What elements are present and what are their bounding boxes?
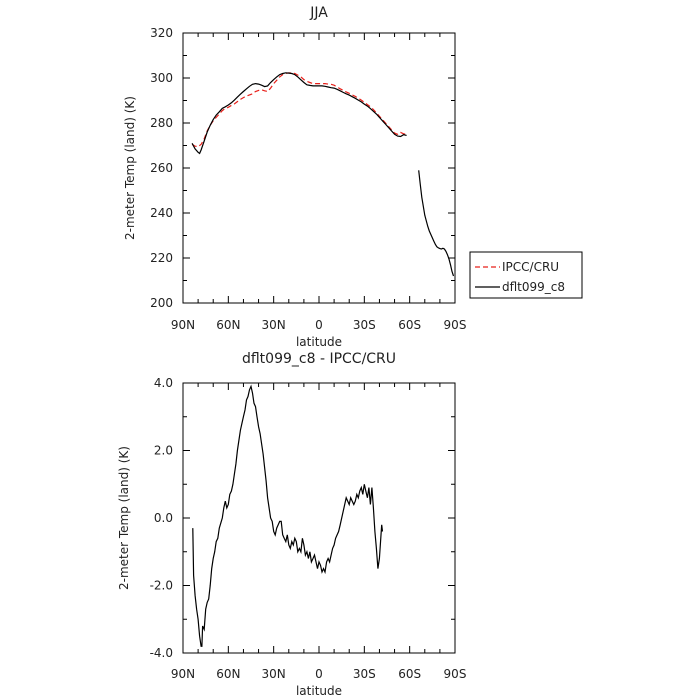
panel-top: JJA 90N 60N 30N 0 30S 60S 90S 200 220 240 260 280 300… — [123, 5, 466, 349]
x-tick-label: 60N — [216, 318, 240, 332]
x-axis-label: latitude — [296, 335, 342, 349]
plot-frame — [182, 32, 456, 304]
series-line-difference — [192, 384, 384, 647]
x-tick-label: 0 — [315, 667, 323, 681]
y-tick-label: -2.0 — [150, 579, 173, 593]
y-tick-label: 4.0 — [154, 376, 173, 390]
y-axis-label: 2-meter Temp (land) (K) — [117, 446, 131, 590]
y-tick-label: 220 — [150, 251, 173, 265]
x-tick-label: 90S — [444, 318, 467, 332]
x-tick-label: 90N — [171, 667, 195, 681]
series-line-ipcc-cru — [191, 72, 407, 148]
legend-entry: IPCC/CRU — [502, 260, 559, 274]
y-tick-label: -4.0 — [150, 646, 173, 660]
y-tick-label: 200 — [150, 296, 173, 310]
series-line-dflt099-c8 — [418, 170, 455, 277]
y-tick-label: 2.0 — [154, 444, 173, 458]
y-tick-label: 320 — [150, 26, 173, 40]
x-tick-label: 60S — [398, 318, 421, 332]
legend-box — [469, 251, 583, 299]
legend: IPCC/CRU dflt099_c8 — [469, 251, 583, 299]
chart-title: JJA — [309, 5, 328, 21]
x-tick-label: 0 — [315, 318, 323, 332]
x-tick-label: 30S — [353, 667, 376, 681]
x-axis-label: latitude — [296, 684, 342, 698]
y-tick-label: 240 — [150, 206, 173, 220]
x-tick-label: 60N — [216, 667, 240, 681]
series-line-dflt099-c8 — [191, 72, 407, 155]
x-tick-label: 90S — [444, 667, 467, 681]
y-tick-label: 0.0 — [154, 511, 173, 525]
x-tick-label: 90N — [171, 318, 195, 332]
legend-entry: dflt099_c8 — [502, 280, 565, 294]
y-tick-label: 280 — [150, 116, 173, 130]
y-tick-label: 260 — [150, 161, 173, 175]
plot-frame — [182, 382, 456, 654]
x-tick-label: 60S — [398, 667, 421, 681]
x-tick-label: 30N — [262, 318, 286, 332]
y-tick-label: 300 — [150, 71, 173, 85]
x-tick-label: 30N — [262, 667, 286, 681]
y-axis-label: 2-meter Temp (land) (K) — [123, 96, 137, 240]
panel-bottom: dflt099_c8 - IPCC/CRU 90N 60N 30N 0 30S 60S 90S… — [117, 351, 466, 698]
x-tick-label: 30S — [353, 318, 376, 332]
chart-title: dflt099_c8 - IPCC/CRU — [242, 351, 396, 367]
